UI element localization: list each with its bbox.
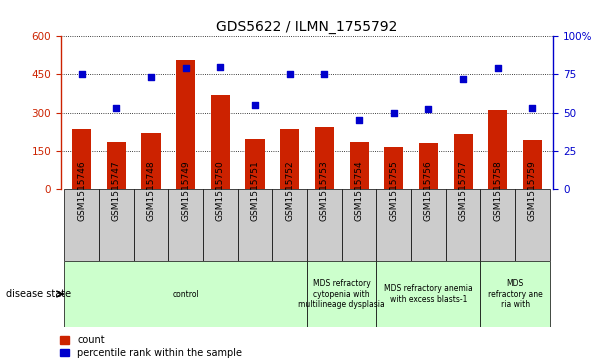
Point xyxy=(354,117,364,123)
Text: GSM1515757: GSM1515757 xyxy=(458,161,468,221)
Bar xyxy=(315,126,334,189)
Bar xyxy=(246,139,264,189)
Bar xyxy=(280,129,299,189)
Bar xyxy=(72,129,91,189)
Bar xyxy=(515,189,550,261)
Text: GSM1515748: GSM1515748 xyxy=(147,161,156,221)
Text: GSM1515747: GSM1515747 xyxy=(112,161,121,221)
Text: GSM1515759: GSM1515759 xyxy=(528,161,537,221)
Bar xyxy=(480,261,550,327)
Bar xyxy=(384,147,403,189)
Text: GSM1515758: GSM1515758 xyxy=(493,161,502,221)
Point xyxy=(458,76,468,82)
Text: MDS refractory anemia
with excess blasts-1: MDS refractory anemia with excess blasts… xyxy=(384,284,473,304)
Bar xyxy=(238,189,272,261)
Point xyxy=(77,72,86,77)
Text: GSM1515749: GSM1515749 xyxy=(181,161,190,221)
Legend: count, percentile rank within the sample: count, percentile rank within the sample xyxy=(60,335,242,358)
Bar xyxy=(64,261,307,327)
Title: GDS5622 / ILMN_1755792: GDS5622 / ILMN_1755792 xyxy=(216,20,398,34)
Bar xyxy=(272,189,307,261)
Bar xyxy=(307,189,342,261)
Point xyxy=(389,110,399,115)
Text: GSM1515751: GSM1515751 xyxy=(250,161,260,221)
Point xyxy=(250,102,260,108)
Bar xyxy=(454,134,472,189)
Bar xyxy=(488,110,507,189)
Bar xyxy=(480,189,515,261)
Text: disease state: disease state xyxy=(6,289,71,299)
Bar xyxy=(211,95,230,189)
Bar xyxy=(523,140,542,189)
Point xyxy=(146,74,156,80)
Text: GSM1515746: GSM1515746 xyxy=(77,161,86,221)
Bar xyxy=(168,189,203,261)
Bar xyxy=(64,189,99,261)
Text: GSM1515752: GSM1515752 xyxy=(285,161,294,221)
Bar xyxy=(376,189,411,261)
Point xyxy=(181,65,190,71)
Text: GSM1515753: GSM1515753 xyxy=(320,161,329,221)
Point xyxy=(320,72,330,77)
Bar xyxy=(350,142,368,189)
Bar xyxy=(446,189,480,261)
Bar xyxy=(411,189,446,261)
Bar xyxy=(419,143,438,189)
Bar xyxy=(203,189,238,261)
Point xyxy=(528,105,537,111)
Text: GSM1515756: GSM1515756 xyxy=(424,161,433,221)
Text: GSM1515754: GSM1515754 xyxy=(354,161,364,221)
Bar xyxy=(342,189,376,261)
Point xyxy=(111,105,121,111)
Text: MDS
refractory ane
ria with: MDS refractory ane ria with xyxy=(488,279,542,309)
Bar xyxy=(307,261,376,327)
Text: GSM1515755: GSM1515755 xyxy=(389,161,398,221)
Text: GSM1515750: GSM1515750 xyxy=(216,161,225,221)
Bar xyxy=(176,60,195,189)
Bar xyxy=(134,189,168,261)
Text: control: control xyxy=(172,290,199,298)
Bar xyxy=(99,189,134,261)
Point xyxy=(424,107,434,113)
Bar xyxy=(107,142,126,189)
Point xyxy=(215,64,225,70)
Point xyxy=(493,65,503,71)
Point xyxy=(285,72,294,77)
Bar xyxy=(142,133,161,189)
Text: MDS refractory
cytopenia with
multilineage dysplasia: MDS refractory cytopenia with multilinea… xyxy=(299,279,385,309)
Bar xyxy=(376,261,480,327)
